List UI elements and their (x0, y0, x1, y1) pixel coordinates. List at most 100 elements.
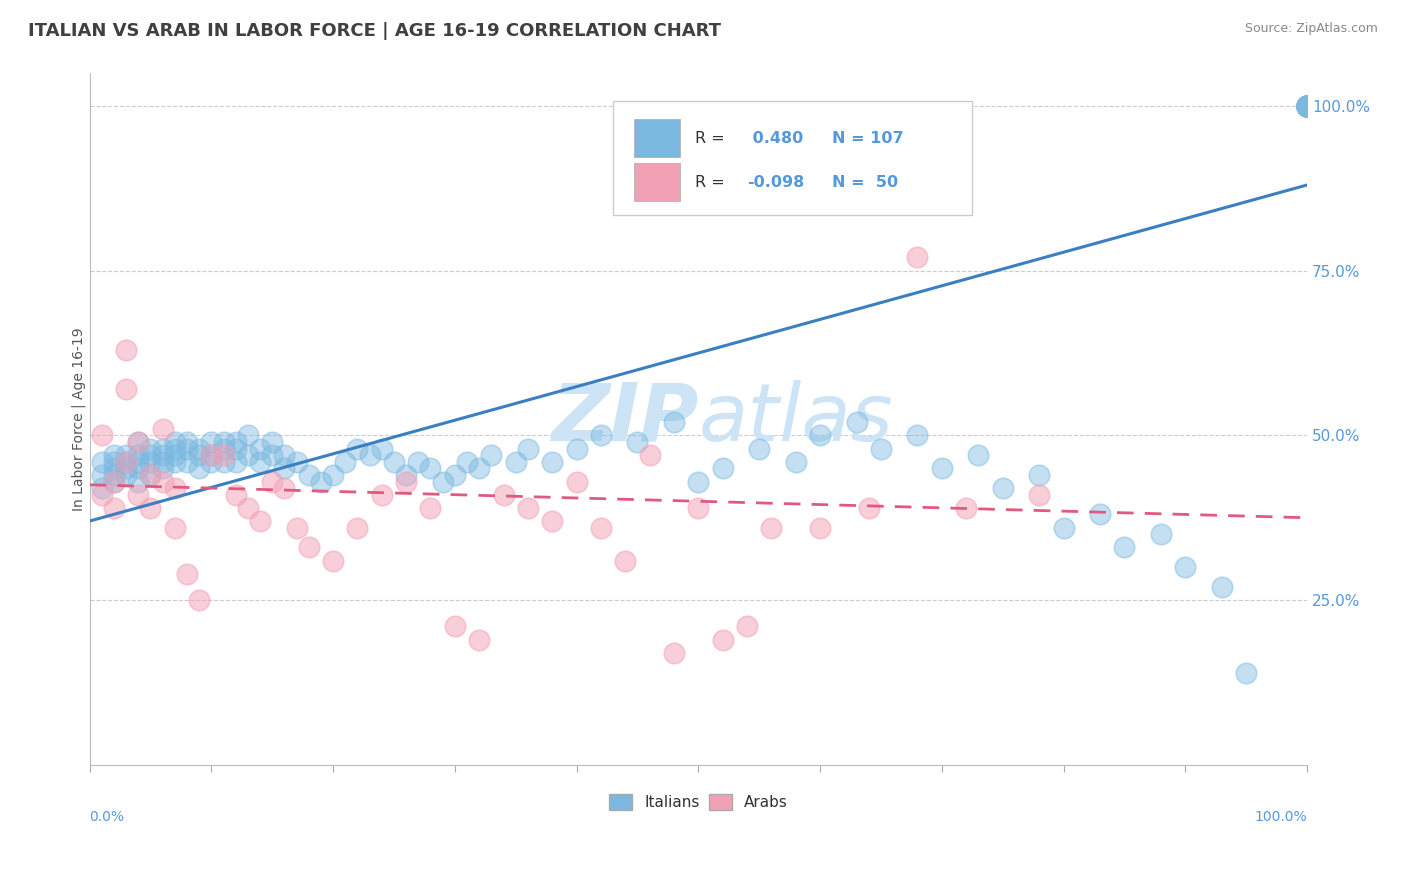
Point (322, 467, 344, 482)
Point (200, 434, 222, 449)
Point (335, 455, 357, 469)
Point (1296, 99, 1319, 113)
Point (1296, 99, 1319, 113)
Point (808, 521, 831, 535)
Point (688, 475, 710, 489)
Point (1150, 527, 1173, 541)
Point (152, 448, 174, 462)
Point (1296, 99, 1319, 113)
Point (115, 461, 138, 475)
Point (152, 442, 174, 456)
Point (262, 475, 284, 489)
FancyBboxPatch shape (634, 120, 681, 157)
Point (845, 415, 868, 429)
Point (200, 448, 222, 462)
Text: ZIP: ZIP (551, 380, 699, 458)
Point (382, 455, 405, 469)
Point (1296, 99, 1319, 113)
Point (176, 434, 198, 449)
Point (103, 461, 125, 475)
Point (505, 455, 527, 469)
Point (1052, 521, 1074, 535)
Point (262, 448, 284, 462)
Point (991, 481, 1014, 495)
Point (188, 442, 211, 456)
Point (163, 521, 186, 535)
Point (359, 448, 381, 462)
Point (163, 481, 186, 495)
Point (127, 434, 149, 449)
Point (967, 448, 990, 462)
Point (212, 455, 235, 469)
Point (346, 442, 368, 456)
Point (152, 455, 174, 469)
Point (127, 434, 149, 449)
Point (711, 632, 734, 647)
Point (541, 455, 564, 469)
Point (249, 455, 271, 469)
Point (589, 521, 612, 535)
Point (614, 553, 637, 567)
Point (90, 481, 112, 495)
Point (638, 448, 661, 462)
Point (1296, 99, 1319, 113)
Point (225, 434, 247, 449)
Point (249, 514, 271, 528)
Point (735, 619, 758, 633)
Point (152, 461, 174, 475)
Point (139, 455, 162, 469)
Point (139, 448, 162, 462)
Point (492, 488, 515, 502)
Point (200, 455, 222, 469)
Point (225, 455, 247, 469)
Point (103, 467, 125, 482)
FancyBboxPatch shape (613, 101, 973, 215)
Point (212, 448, 235, 462)
Point (468, 632, 491, 647)
Point (1211, 580, 1233, 594)
Point (785, 455, 807, 469)
Text: atlas: atlas (699, 380, 893, 458)
Point (225, 488, 247, 502)
Point (139, 442, 162, 456)
Point (432, 475, 454, 489)
Point (236, 500, 259, 515)
Point (541, 514, 564, 528)
Text: Source: ZipAtlas.com: Source: ZipAtlas.com (1244, 22, 1378, 36)
Point (163, 455, 186, 469)
Point (188, 448, 211, 462)
Point (139, 467, 162, 482)
Point (456, 455, 478, 469)
Point (127, 475, 149, 489)
Point (516, 442, 538, 456)
Point (479, 448, 502, 462)
Point (285, 455, 308, 469)
Point (761, 521, 783, 535)
Point (115, 455, 138, 469)
Point (565, 475, 588, 489)
Point (662, 415, 685, 429)
Point (90, 428, 112, 442)
Point (90, 488, 112, 502)
Point (127, 488, 149, 502)
Point (103, 455, 125, 469)
Point (1296, 99, 1319, 113)
Legend: Italians, Arabs: Italians, Arabs (603, 788, 794, 816)
Text: 0.480: 0.480 (747, 131, 803, 146)
Text: R =: R = (695, 131, 730, 146)
Point (870, 442, 893, 456)
Point (346, 521, 368, 535)
Point (858, 500, 880, 515)
Point (139, 467, 162, 482)
Point (163, 434, 186, 449)
FancyBboxPatch shape (634, 163, 681, 201)
Point (419, 461, 441, 475)
Point (176, 442, 198, 456)
Point (419, 500, 441, 515)
Point (103, 448, 125, 462)
Point (103, 500, 125, 515)
Point (152, 475, 174, 489)
Point (90, 455, 112, 469)
Point (1296, 99, 1319, 113)
Point (127, 455, 149, 469)
